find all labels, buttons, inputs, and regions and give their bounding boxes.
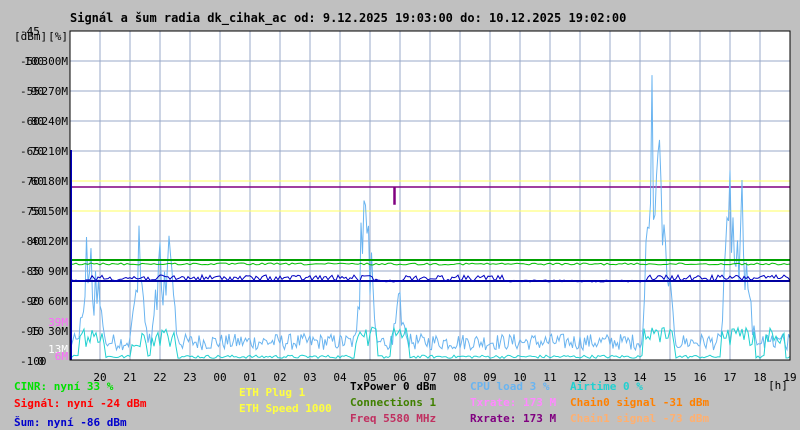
- x-tick: 18: [753, 371, 766, 384]
- y-tick-rate: 180M: [42, 175, 69, 188]
- x-tick: 14: [633, 371, 647, 384]
- legend-connections: Connections 1: [350, 396, 437, 409]
- series-cpu-line: [69, 75, 791, 352]
- chart-title: Signál a šum radia dk_cihak_ac od: 9.12.…: [70, 11, 627, 25]
- y-tick-pct: 100: [24, 55, 44, 68]
- x-tick: 02: [273, 371, 286, 384]
- y-tick-dbm: -90: [20, 295, 40, 308]
- x-tick: 12: [573, 371, 586, 384]
- x-tick: 15: [663, 371, 676, 384]
- x-tick: 06: [393, 371, 406, 384]
- y-tick-pct: 80: [31, 115, 44, 128]
- y-tick-pct: 70: [31, 145, 44, 158]
- y-tick-pct: 90: [31, 85, 44, 98]
- x-tick: 20: [93, 371, 106, 384]
- y-tick-extra: 39M: [48, 316, 68, 329]
- y-tick-dbm: -100: [20, 355, 47, 368]
- x-tick: 05: [363, 371, 376, 384]
- y-tick-dbm: -85: [20, 265, 40, 278]
- y-axis-label-dbm: [dBm]: [14, 30, 47, 43]
- x-tick: 09: [483, 371, 496, 384]
- legend-txpower: TxPower 0 dBm: [350, 380, 437, 393]
- y-tick-extra: 13M: [48, 343, 68, 356]
- legend-freq: Freq 5580 MHz: [350, 412, 437, 425]
- y-tick-rate: 30M: [48, 325, 68, 338]
- legend-signal: Signál: nyní -24 dBm: [14, 397, 147, 410]
- x-tick: 16: [693, 371, 706, 384]
- series-signal-dots: [69, 262, 791, 266]
- legend-chain1: Chain1 signal -73 dBm: [570, 412, 710, 425]
- x-tick: 19: [783, 371, 796, 384]
- legend-txrate: Txrate: 173 M: [470, 396, 557, 409]
- y-tick-dbm: -75: [20, 205, 40, 218]
- legend-cinr: CINR: nyní 33 %: [14, 380, 114, 393]
- y-tick-rate: 210M: [42, 145, 69, 158]
- series-noise-band: [69, 273, 791, 283]
- y-tick-dbm: -95: [20, 325, 40, 338]
- x-tick: 00: [213, 371, 226, 384]
- y-tick-dbm: -60: [20, 115, 40, 128]
- y-tick-dbm: -70: [20, 175, 40, 188]
- x-tick: 22: [153, 371, 166, 384]
- series-airtime-line: [69, 326, 791, 360]
- y-tick-dbm: -55: [20, 85, 40, 98]
- x-tick: 11: [543, 371, 556, 384]
- y-tick-rate: 240M: [42, 115, 69, 128]
- x-tick: 07: [423, 371, 436, 384]
- y-tick-dbm: -45: [20, 25, 40, 38]
- x-tick: 08: [453, 371, 466, 384]
- y-axis-label-pct: [%]: [48, 30, 68, 43]
- y-tick-pct: 10: [31, 325, 44, 338]
- y-tick-rate: 270M: [42, 85, 69, 98]
- x-tick: 10: [513, 371, 526, 384]
- y-tick-rate: 150M: [42, 205, 69, 218]
- y-tick-dbm: -80: [20, 235, 40, 248]
- legend-cpu-load: CPU load 3 %: [470, 380, 550, 393]
- legend-rxrate: Rxrate: 173 M: [470, 412, 557, 425]
- x-tick: 17: [723, 371, 736, 384]
- x-tick: 23: [183, 371, 196, 384]
- y-tick-dbm: -50: [20, 55, 40, 68]
- legend-eth-speed: ETH Speed 1000: [239, 402, 332, 415]
- y-tick-rate: 60M: [48, 295, 68, 308]
- y-tick-rate: 120M: [42, 235, 69, 248]
- legend-eth-plug: ETH Plug 1: [239, 386, 306, 399]
- legend-airtime: Airtime 0 %: [570, 380, 643, 393]
- x-tick: 01: [243, 371, 256, 384]
- y-tick-rate: 90M: [48, 265, 68, 278]
- x-tick: 03: [303, 371, 316, 384]
- y-tick-rate: 300M: [42, 55, 69, 68]
- y-tick-pct: 50: [31, 205, 44, 218]
- legend-noise: Šum: nyní -86 dBm: [14, 416, 127, 429]
- series-txrate-line: [70, 186, 790, 205]
- plot-frame: [69, 30, 791, 361]
- y-tick-pct: 0: [37, 355, 44, 368]
- legend-chain0: Chain0 signal -31 dBm: [570, 396, 710, 409]
- y-tick-extra: 6M: [55, 350, 69, 363]
- x-tick: 04: [333, 371, 347, 384]
- x-tick: 13: [603, 371, 616, 384]
- y-tick-pct: 20: [31, 295, 44, 308]
- x-axis-unit: [h]: [768, 379, 788, 392]
- y-tick-pct: 30: [31, 265, 44, 278]
- x-tick: 21: [123, 371, 136, 384]
- y-tick-pct: 60: [31, 175, 44, 188]
- y-tick-dbm: -65: [20, 145, 40, 158]
- y-tick-pct: 40: [31, 235, 44, 248]
